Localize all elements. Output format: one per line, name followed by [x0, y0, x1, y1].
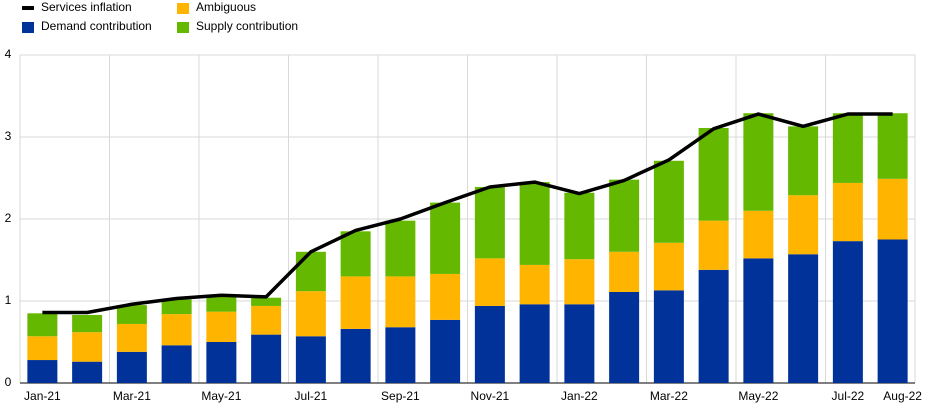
bar — [564, 304, 595, 383]
bar — [519, 182, 550, 265]
bar — [698, 127, 729, 221]
bar — [609, 179, 640, 252]
bar — [519, 264, 550, 305]
bar — [340, 276, 371, 329]
bar — [72, 332, 103, 362]
x-tick-label: Aug-22 — [883, 389, 922, 403]
x-tick-label: Jan-21 — [24, 389, 61, 403]
legend-label: Services inflation — [41, 0, 132, 14]
bar — [340, 328, 371, 383]
bar — [116, 305, 147, 324]
bar — [295, 336, 326, 383]
bar — [385, 327, 416, 383]
bar — [206, 311, 237, 342]
bar — [743, 113, 774, 211]
y-tick-label: 0 — [5, 375, 12, 389]
bar — [161, 314, 192, 346]
x-tick-label: May-22 — [738, 389, 778, 403]
x-tick-label: Mar-22 — [650, 389, 688, 403]
legend-swatch — [177, 22, 189, 33]
bar — [564, 259, 595, 305]
bar — [251, 297, 282, 306]
bar — [519, 304, 550, 383]
bar — [72, 361, 103, 383]
bar — [474, 187, 505, 259]
bar — [116, 351, 147, 383]
x-tick-label: Mar-21 — [113, 389, 151, 403]
y-tick-label: 3 — [5, 129, 12, 143]
bar — [474, 305, 505, 383]
legend-label: Supply contribution — [196, 19, 298, 33]
bar — [653, 160, 684, 243]
y-tick-label: 1 — [5, 293, 12, 307]
bar — [832, 182, 863, 242]
legend-swatch — [22, 6, 34, 10]
legend-swatch — [22, 22, 34, 33]
bar — [877, 113, 908, 179]
bar — [251, 334, 282, 383]
bar — [430, 319, 461, 383]
x-tick-label: Jan-22 — [561, 389, 598, 403]
bar — [161, 345, 192, 383]
line — [42, 112, 893, 315]
bar — [832, 241, 863, 383]
x-tick-label: Sep-21 — [381, 389, 420, 403]
bar — [743, 210, 774, 259]
bar — [116, 323, 147, 352]
bar — [206, 342, 237, 383]
x-tick-label: Nov-21 — [471, 389, 510, 403]
bar — [832, 113, 863, 183]
bar — [385, 276, 416, 328]
bar — [698, 269, 729, 383]
x-tick-label: Jul-22 — [832, 389, 865, 403]
legend-label: Demand contribution — [41, 19, 152, 33]
bar — [430, 273, 461, 320]
bar — [27, 360, 58, 383]
legend-swatch — [177, 3, 189, 14]
bar — [251, 305, 282, 335]
bar — [206, 296, 237, 312]
y-tick-label: 4 — [5, 47, 12, 61]
bar — [609, 291, 640, 383]
bar — [564, 192, 595, 260]
x-tick-label: May-21 — [201, 389, 241, 403]
bar — [27, 336, 58, 361]
bar — [743, 258, 774, 383]
bar — [27, 313, 58, 337]
bar — [788, 195, 819, 255]
bar — [385, 220, 416, 277]
bar — [340, 231, 371, 277]
x-tick-label: Jul-21 — [295, 389, 328, 403]
bar — [788, 126, 819, 196]
bar — [877, 178, 908, 240]
bar — [474, 258, 505, 306]
y-tick-label: 2 — [5, 211, 12, 225]
bar — [653, 242, 684, 291]
bar — [72, 314, 103, 333]
bar — [295, 291, 326, 337]
bar — [295, 251, 326, 292]
bar — [877, 239, 908, 383]
bar — [788, 254, 819, 383]
bar — [161, 299, 192, 315]
bar — [653, 290, 684, 383]
bar — [430, 202, 461, 274]
legend-label: Ambiguous — [196, 0, 256, 14]
bar — [698, 220, 729, 270]
bar — [609, 251, 640, 292]
